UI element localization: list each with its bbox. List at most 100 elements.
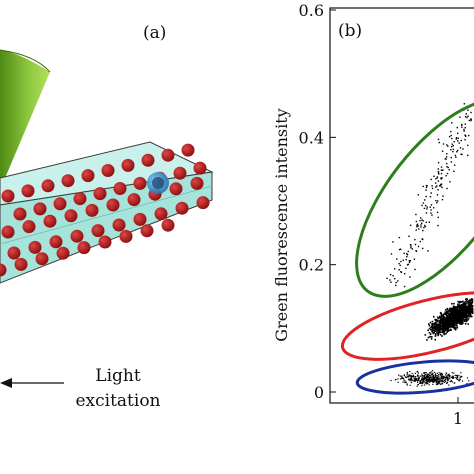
- scatter-point: [446, 314, 449, 317]
- scatter-point: [440, 374, 442, 376]
- scatter-point: [414, 378, 417, 380]
- scatter-point: [415, 379, 418, 381]
- scatter-point: [423, 207, 426, 210]
- scatter-points: [386, 103, 474, 387]
- scatter-point: [436, 377, 438, 379]
- scatter-point: [458, 304, 461, 306]
- scatter-point: [439, 373, 442, 375]
- scatter-point: [449, 377, 451, 380]
- scatter-point: [439, 379, 441, 381]
- scatter-point: [433, 376, 435, 378]
- scatter-point: [411, 381, 413, 384]
- scatter-point: [440, 169, 443, 171]
- scatter-point: [462, 302, 465, 304]
- scatter-point: [448, 318, 451, 321]
- scatter-point: [439, 333, 442, 336]
- scatter-point: [453, 164, 456, 166]
- scatter-point: [418, 378, 420, 380]
- scatter-point: [434, 378, 437, 381]
- scatter-point: [441, 198, 444, 201]
- particle: [28, 240, 42, 254]
- scatter-point: [455, 156, 457, 158]
- gate-red: [340, 291, 474, 361]
- scatter-point: [429, 206, 431, 208]
- scatter-point: [436, 383, 438, 385]
- scatter-point: [441, 314, 443, 317]
- particle: [127, 193, 141, 207]
- particle: [106, 198, 120, 212]
- scatter-point: [465, 312, 468, 314]
- scatter-point: [456, 310, 458, 312]
- scatter-point: [411, 375, 414, 378]
- scatter-point: [438, 326, 441, 329]
- scatter-point: [437, 216, 439, 219]
- scatter-point: [426, 383, 428, 385]
- scatter-point: [432, 379, 434, 381]
- scatter-point: [434, 376, 436, 379]
- scatter-point: [402, 377, 404, 379]
- scatter-point: [448, 329, 451, 332]
- scatter-point: [439, 318, 442, 320]
- scatter-point: [403, 252, 405, 255]
- scatter-point: [418, 375, 420, 377]
- scatter-point: [443, 379, 446, 382]
- scatter-point: [456, 151, 458, 153]
- scatter-point: [440, 172, 443, 175]
- scatter-point: [413, 379, 416, 381]
- scatter-point: [432, 328, 434, 331]
- scatter-point: [463, 307, 465, 310]
- scatter-point: [471, 308, 474, 311]
- scatter-point: [438, 141, 440, 144]
- scatter-point: [450, 156, 452, 159]
- scatter-point: [450, 324, 453, 327]
- scatter-point: [466, 308, 469, 310]
- scatter-point: [464, 314, 467, 317]
- scatter-point: [411, 376, 413, 378]
- scatter-point: [422, 377, 424, 379]
- scatter-point: [399, 375, 401, 377]
- scatter-point: [430, 212, 432, 214]
- particle: [64, 209, 78, 223]
- scatter-point: [410, 247, 412, 249]
- particle: [1, 225, 15, 239]
- scatter-point: [428, 327, 431, 330]
- scatter-point: [445, 323, 447, 326]
- scatter-point: [440, 380, 442, 382]
- scatter-point: [428, 375, 430, 377]
- scatter-point: [438, 324, 441, 326]
- particle: [73, 192, 87, 206]
- scatter-point: [460, 319, 462, 322]
- scatter-point: [409, 370, 411, 373]
- scatter-point: [459, 379, 461, 381]
- scatter-point: [459, 312, 462, 315]
- scatter-point: [411, 372, 413, 374]
- scatter-point: [407, 375, 409, 378]
- scatter-point: [427, 375, 429, 377]
- scatter-point: [455, 314, 458, 316]
- scatter-point: [452, 375, 454, 378]
- scatter-point: [435, 332, 437, 335]
- scatter-point: [406, 371, 408, 374]
- scatter-point: [432, 377, 434, 379]
- scatter-point: [407, 263, 410, 266]
- scatter-point: [436, 319, 439, 322]
- scatter-point: [399, 248, 402, 250]
- scatter-point: [423, 375, 425, 377]
- scatter-point: [453, 325, 455, 328]
- scatter-point: [424, 204, 427, 207]
- panel-a: (a) Light excitation: [0, 23, 214, 411]
- scatter-point: [428, 331, 431, 334]
- scatter-point: [468, 303, 471, 306]
- scatter-point: [438, 376, 440, 378]
- scatter-point: [458, 302, 461, 304]
- scatter-point: [456, 149, 459, 152]
- scatter-point: [456, 378, 458, 380]
- scatter-point: [453, 302, 455, 305]
- scatter-point: [447, 318, 449, 320]
- scatter-point: [410, 245, 412, 247]
- scatter-point: [423, 371, 425, 374]
- scatter-point: [417, 381, 419, 383]
- scatter-point: [425, 372, 427, 374]
- scatter-point: [426, 381, 428, 384]
- particle: [56, 246, 70, 260]
